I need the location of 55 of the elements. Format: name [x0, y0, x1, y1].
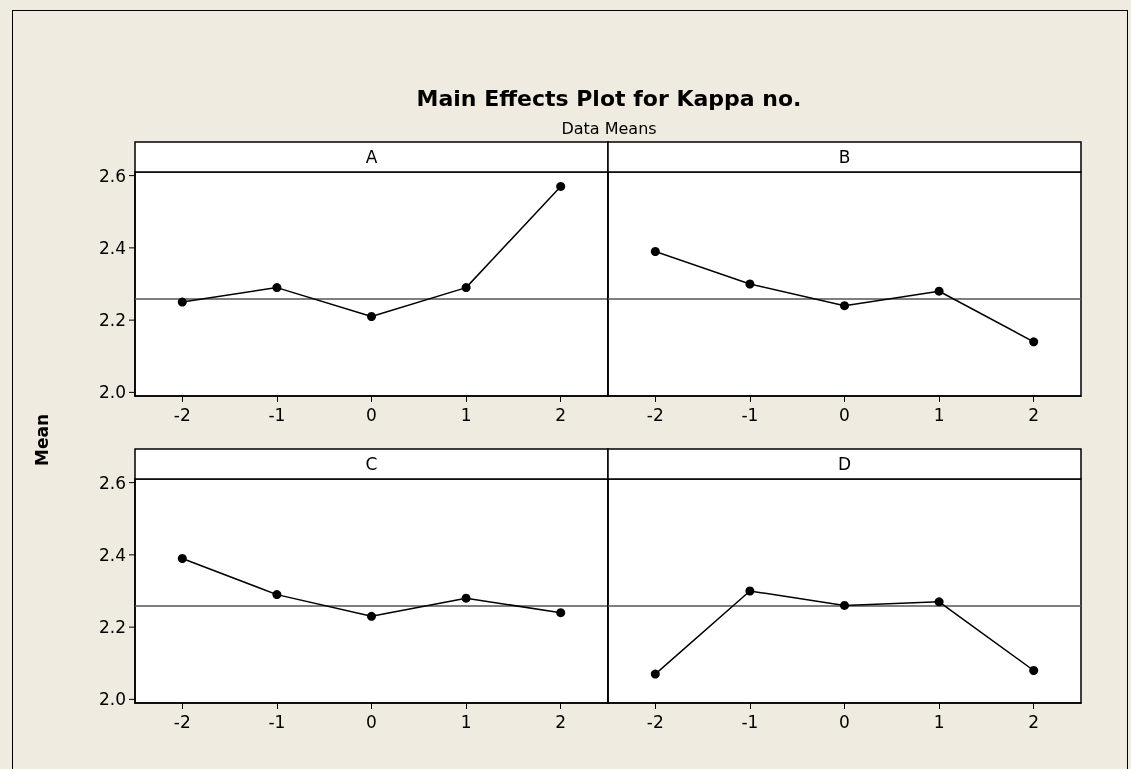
point — [650, 246, 660, 256]
point — [177, 553, 187, 563]
x-tick-label: -1 — [741, 711, 759, 732]
x-tick-label: -1 — [741, 404, 759, 425]
point — [934, 286, 944, 296]
point — [745, 279, 755, 289]
x-tick-label: 1 — [933, 711, 945, 732]
y-tick-label: 2.4 — [98, 544, 126, 565]
point — [840, 301, 849, 311]
x-tick-label: 0 — [839, 711, 850, 732]
y-tick-label: 2.2 — [98, 617, 126, 638]
point — [461, 593, 471, 603]
x-tick-label: 0 — [839, 404, 850, 425]
x-tick-label: 2 — [1028, 404, 1040, 425]
chart-title: B — [838, 147, 851, 167]
y-tick-label: 2.6 — [98, 165, 126, 186]
point — [556, 181, 566, 191]
point — [556, 608, 566, 618]
x-tick-label: 0 — [366, 404, 377, 425]
y-tick-label: 2.2 — [98, 310, 126, 331]
point — [650, 669, 660, 679]
x-tick-label: -2 — [646, 404, 664, 425]
y-tick-label: 2.0 — [98, 689, 126, 710]
text: Main Effects Plot for Kappa no. — [415, 86, 803, 111]
x-tick-label: 1 — [460, 404, 472, 425]
chart-title: C — [365, 454, 378, 474]
text: Data Means — [560, 119, 658, 138]
point — [272, 590, 282, 600]
y-axis-title: Mean — [32, 413, 52, 467]
point — [367, 611, 376, 621]
chart-title: D — [837, 454, 852, 474]
point — [934, 597, 944, 607]
x-tick-label: -2 — [173, 404, 191, 425]
point — [840, 600, 849, 610]
point — [177, 297, 187, 307]
y-tick-label: 2.4 — [98, 237, 126, 258]
point — [461, 283, 471, 293]
x-tick-label: 2 — [555, 711, 567, 732]
x-tick-label: 2 — [1028, 711, 1040, 732]
point — [1029, 337, 1039, 347]
point — [272, 283, 282, 293]
x-tick-label: 1 — [933, 404, 945, 425]
x-tick-label: -2 — [646, 711, 664, 732]
x-tick-label: -1 — [268, 711, 286, 732]
x-tick-label: -1 — [268, 404, 286, 425]
chart-title: A — [365, 147, 378, 167]
y-tick-label: 2.6 — [98, 472, 126, 493]
point — [367, 312, 376, 322]
point — [745, 586, 755, 596]
x-tick-label: 1 — [460, 711, 472, 732]
y-tick-label: 2.0 — [98, 382, 126, 403]
x-tick-label: 0 — [366, 711, 377, 732]
x-tick-label: -2 — [173, 711, 191, 732]
x-tick-label: 2 — [555, 404, 567, 425]
point — [1029, 665, 1039, 675]
